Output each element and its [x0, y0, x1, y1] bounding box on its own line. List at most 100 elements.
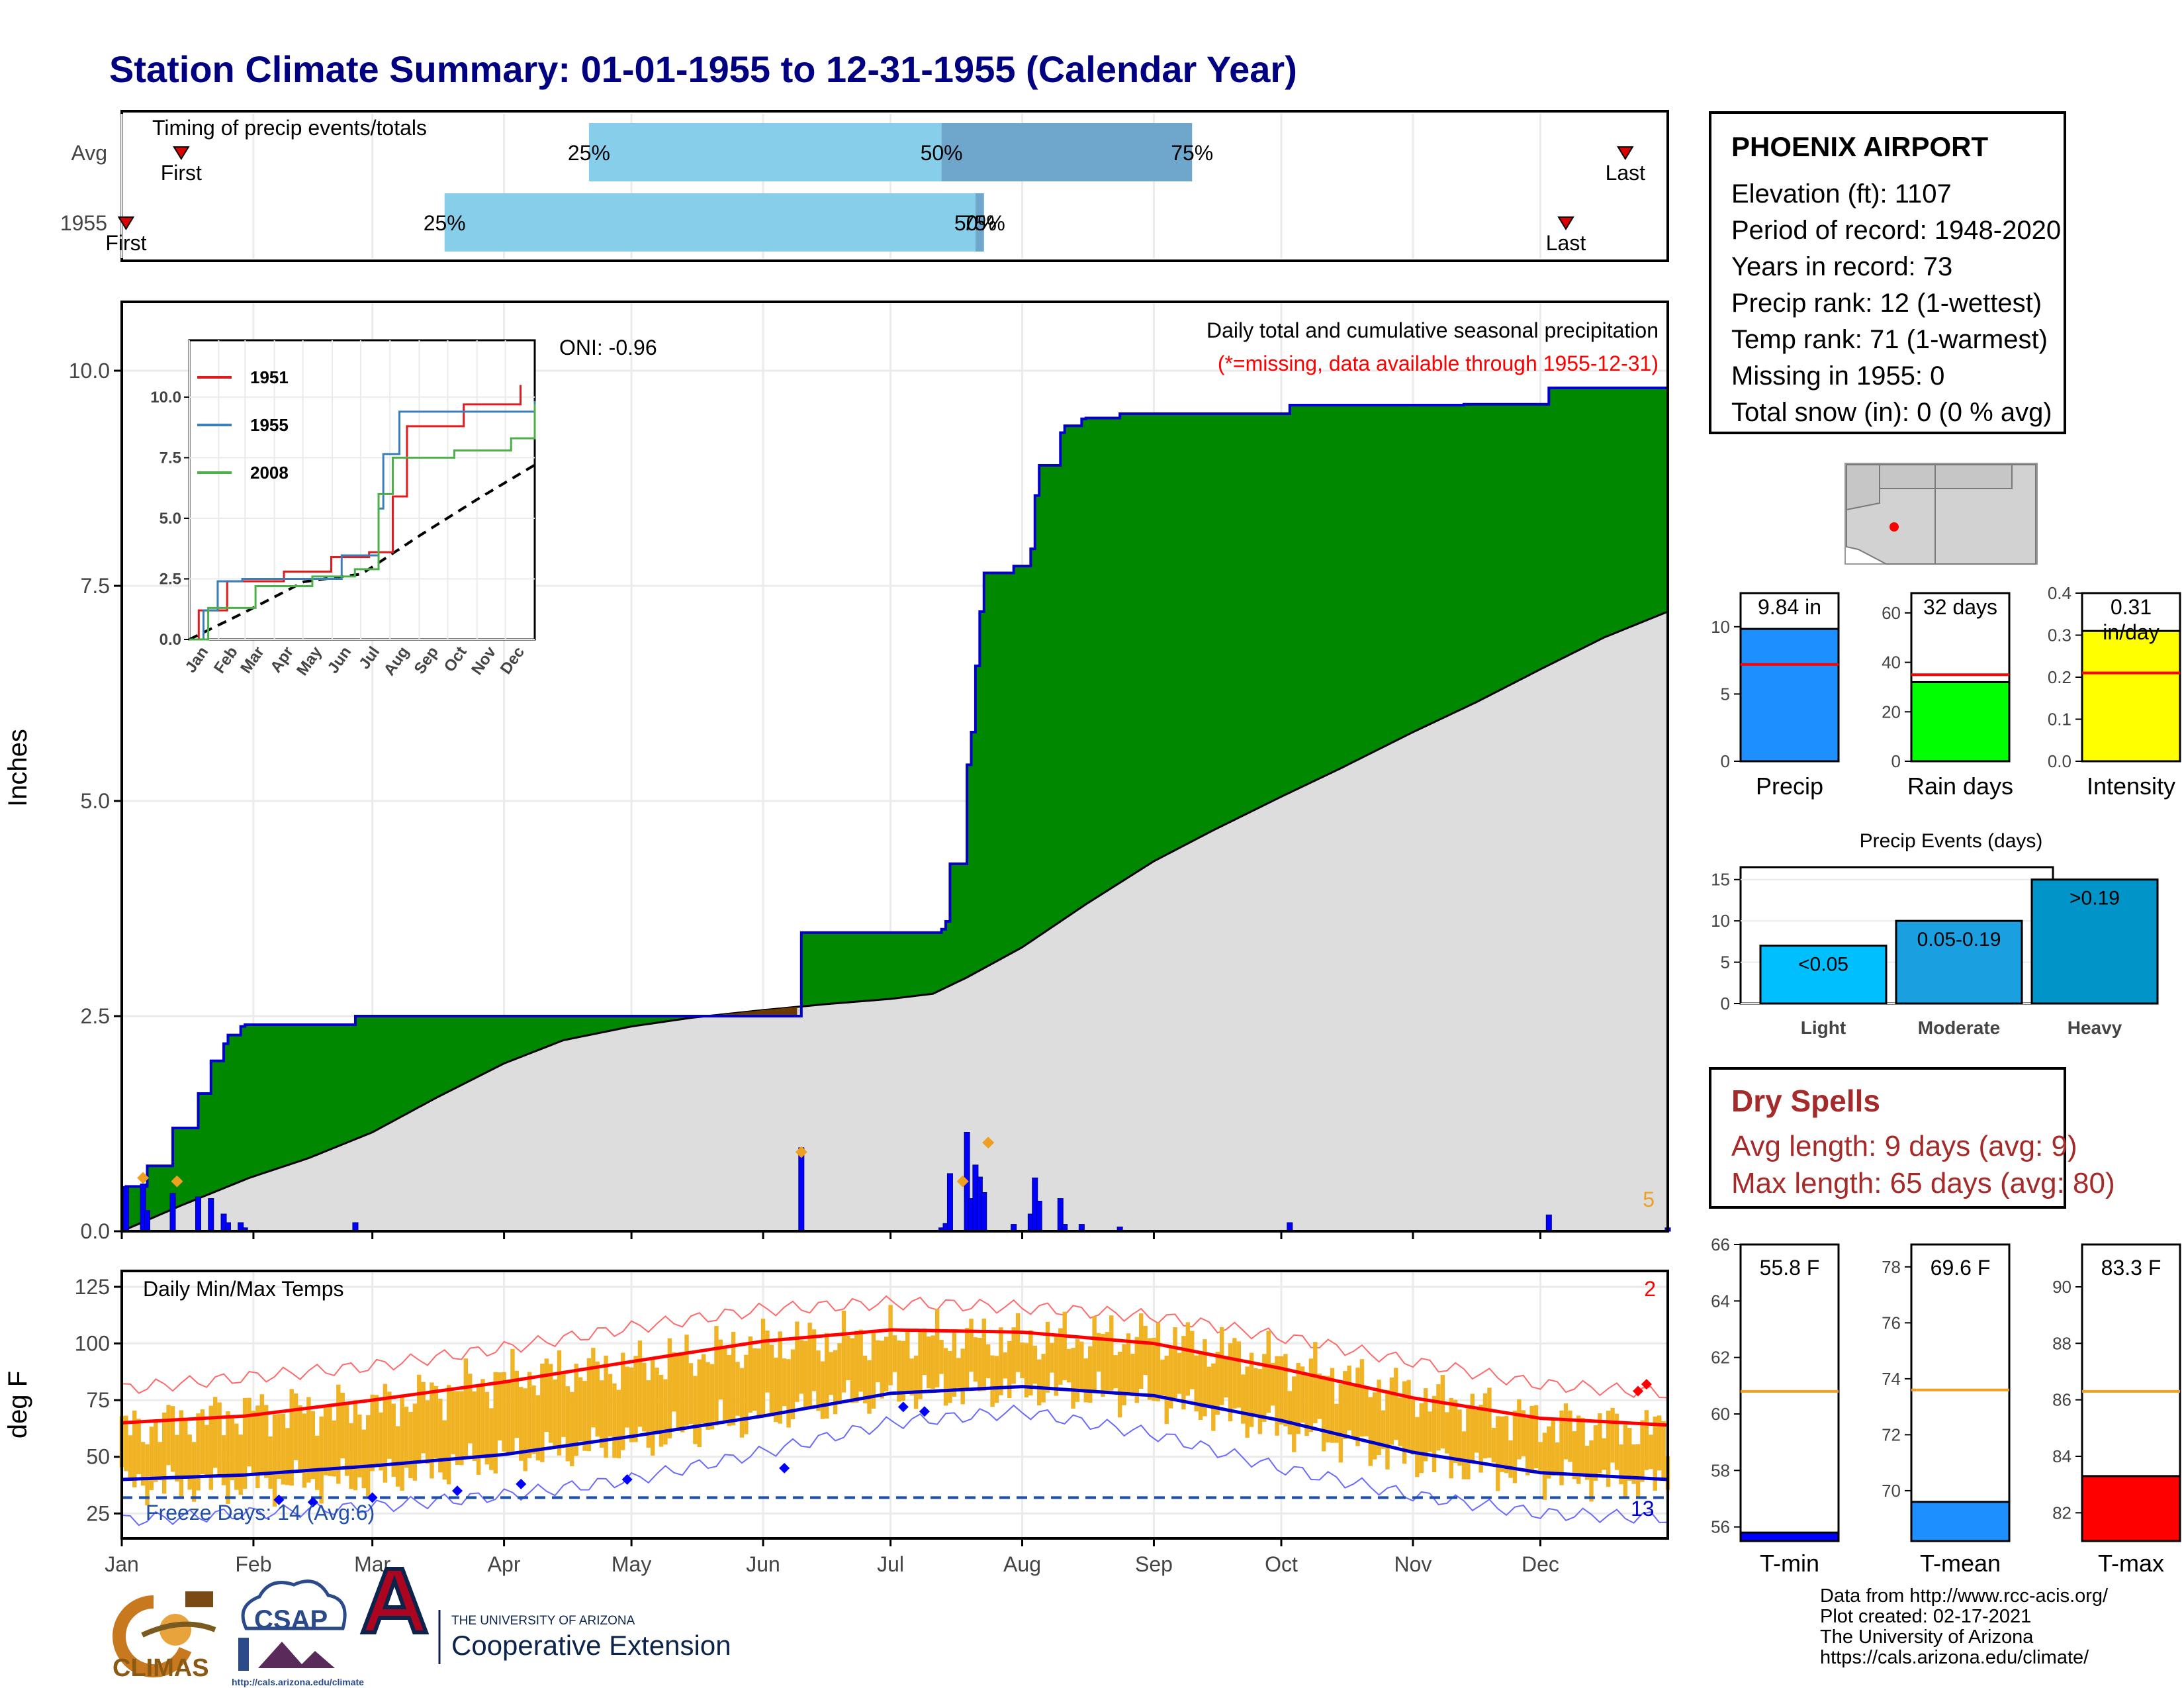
- inset-y-tick-label: 10.0: [150, 389, 181, 406]
- timing-label-25: 25%: [424, 211, 466, 235]
- temp-daily-range-bar: [1457, 1409, 1462, 1466]
- temp-daily-range-bar: [1206, 1366, 1212, 1407]
- temp-daily-range-bar: [1504, 1416, 1509, 1474]
- temp-daily-range-bar: [1024, 1342, 1029, 1398]
- temp-daily-range-bar: [425, 1400, 430, 1464]
- temp-daily-range-bar: [714, 1326, 719, 1426]
- temp-daily-range-bar: [1126, 1333, 1131, 1394]
- temp-daily-range-bar: [1623, 1425, 1628, 1497]
- timing-row-avg-label: Avg: [71, 141, 107, 165]
- tmean-bar-frame: [1910, 1243, 2011, 1542]
- events-category-label: Heavy: [2068, 1017, 2122, 1038]
- temp-daily-range-bar: [952, 1330, 957, 1397]
- temp-daily-range-bar: [1461, 1431, 1467, 1479]
- tmax-y-tick-label: 82: [2052, 1503, 2071, 1523]
- temp-daily-range-bar: [629, 1367, 634, 1442]
- temp-daily-range-bar: [1359, 1359, 1365, 1437]
- rain-days-bar: [1910, 680, 2011, 763]
- timing-first-marker: [173, 146, 190, 160]
- temp-daily-range-bar: [948, 1350, 952, 1403]
- temp-daily-range-bar: [565, 1386, 570, 1462]
- precip-daily-bar: [144, 1210, 151, 1232]
- precip-event-marker: [171, 1175, 183, 1188]
- info-elevation: Elevation (ft): 1107: [1731, 179, 1952, 209]
- temp-daily-range-bar: [1466, 1408, 1471, 1479]
- temp-daily-range-bar: [1032, 1345, 1037, 1384]
- timing-bar-upper-half: [975, 193, 984, 252]
- avg-max-line: [121, 1328, 1668, 1427]
- record-low-marker: [621, 1474, 633, 1485]
- temp-daily-range-bar: [723, 1346, 727, 1423]
- temp-daily-range-bar: [1338, 1383, 1343, 1463]
- temp-daily-range-bar: [1475, 1410, 1479, 1453]
- temp-daily-range-bar: [1096, 1333, 1101, 1372]
- temp-daily-range-bar: [969, 1319, 974, 1372]
- temp-daily-range-bar: [1185, 1322, 1191, 1396]
- temp-daily-range-bar: [918, 1329, 923, 1399]
- temp-daily-range-bar: [1661, 1421, 1666, 1479]
- temp-daily-range-bar: [833, 1350, 838, 1415]
- temp-daily-range-bar: [1555, 1442, 1560, 1474]
- temp-daily-range-bar: [960, 1348, 965, 1405]
- tmax-y-tick-label: 88: [2052, 1333, 2071, 1353]
- inset-series-1955: [189, 400, 536, 641]
- intensity-axis-label: Intensity: [2087, 773, 2175, 800]
- temp-daily-range-bar: [179, 1410, 184, 1497]
- temp-daily-range-bar: [1547, 1426, 1551, 1479]
- events-y-tick-label: 5: [1721, 953, 1730, 972]
- temp-daily-range-bar: [803, 1340, 808, 1408]
- intensity-y-tick-label: 0.2: [2048, 667, 2071, 687]
- precip-y-tick-label: 0.0: [81, 1219, 110, 1243]
- temp-chart-title: Daily Min/Max Temps: [143, 1277, 343, 1301]
- temp-daily-range-bar: [1270, 1362, 1275, 1406]
- temp-daily-range-bar: [1007, 1340, 1012, 1399]
- temp-daily-range-bar: [867, 1360, 872, 1414]
- temp-daily-range-bar: [226, 1411, 230, 1504]
- timing-label-50: 50%: [954, 211, 997, 235]
- temp-daily-range-bar: [1372, 1392, 1377, 1460]
- temp-daily-range-bar: [1139, 1313, 1144, 1389]
- month-tick-label: Oct: [1265, 1552, 1298, 1576]
- temp-daily-range-bar: [1015, 1313, 1021, 1372]
- temp-daily-range-bar: [1538, 1442, 1543, 1474]
- temp-daily-range-bar: [357, 1414, 362, 1477]
- temp-daily-range-bar: [1602, 1438, 1606, 1470]
- timing-label-25: 25%: [568, 141, 610, 165]
- tmin-y-tick-label: 60: [1711, 1404, 1730, 1424]
- month-tick-label: Jun: [746, 1552, 780, 1576]
- temp-daily-range-bar: [1224, 1356, 1228, 1398]
- precip-chart-title: Daily total and cumulative seasonal prec…: [1206, 318, 1659, 342]
- precip-deficit-area: [716, 1007, 797, 1016]
- temp-daily-range-bar: [353, 1400, 358, 1491]
- temp-daily-range-bar: [1062, 1311, 1067, 1380]
- temp-daily-range-bar: [535, 1395, 541, 1461]
- precip-daily-bar: [122, 1186, 129, 1232]
- temp-y-tick-label: 50: [86, 1445, 110, 1469]
- temp-daily-range-bar: [769, 1344, 774, 1417]
- temp-daily-range-bar: [934, 1309, 940, 1387]
- precip-event-marker: [982, 1137, 995, 1149]
- tmax-y-tick-label: 90: [2052, 1277, 2071, 1297]
- temp-daily-range-bar: [1394, 1368, 1398, 1440]
- tmean-y-tick-label: 72: [1882, 1425, 1901, 1444]
- temp-daily-range-bar: [1122, 1344, 1126, 1405]
- inset-legend-label-1951: 1951: [250, 367, 289, 387]
- temp-daily-range-bar: [1559, 1410, 1564, 1485]
- temp-daily-range-bar: [379, 1412, 383, 1471]
- temp-daily-range-bar: [973, 1337, 978, 1382]
- temp-daily-range-bar: [557, 1350, 562, 1456]
- temp-daily-range-bar: [956, 1358, 961, 1388]
- temp-daily-range-bar: [1470, 1393, 1475, 1461]
- temp-daily-range-bar: [1500, 1416, 1504, 1472]
- timing-last-label: Last: [1546, 231, 1586, 255]
- temp-daily-range-bar: [1283, 1354, 1288, 1427]
- timing-bar-lower-half: [444, 193, 976, 252]
- record-high-marker: [1641, 1379, 1652, 1390]
- temp-daily-range-bar: [328, 1403, 332, 1476]
- ua-logo-big-text: Cooperative Extension: [451, 1630, 731, 1661]
- temp-daily-range-bar: [433, 1385, 439, 1458]
- temp-daily-range-bar: [502, 1372, 506, 1452]
- temp-daily-range-bar: [880, 1340, 884, 1399]
